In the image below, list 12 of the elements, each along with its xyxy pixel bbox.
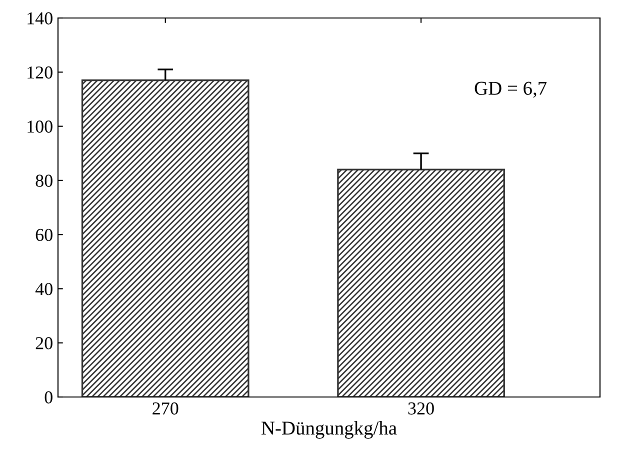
y-tick-label: 60 [36,228,52,242]
y-tick-label: 100 [28,120,52,133]
y-tick-label: 140 [28,12,52,24]
x-tick-label: 270 [152,402,178,415]
x-axis-title: N-Düngungkg/ha [262,421,397,439]
annotation: GD = 6,7 [474,82,547,98]
y-tick-label: 40 [35,282,52,296]
y-tick-label: 80 [36,174,52,187]
y-tick-label: 120 [28,66,52,79]
y-tick-label: 0 [44,391,52,404]
y-tick-label: 20 [36,337,52,350]
x-tick-label: 320 [408,402,434,415]
